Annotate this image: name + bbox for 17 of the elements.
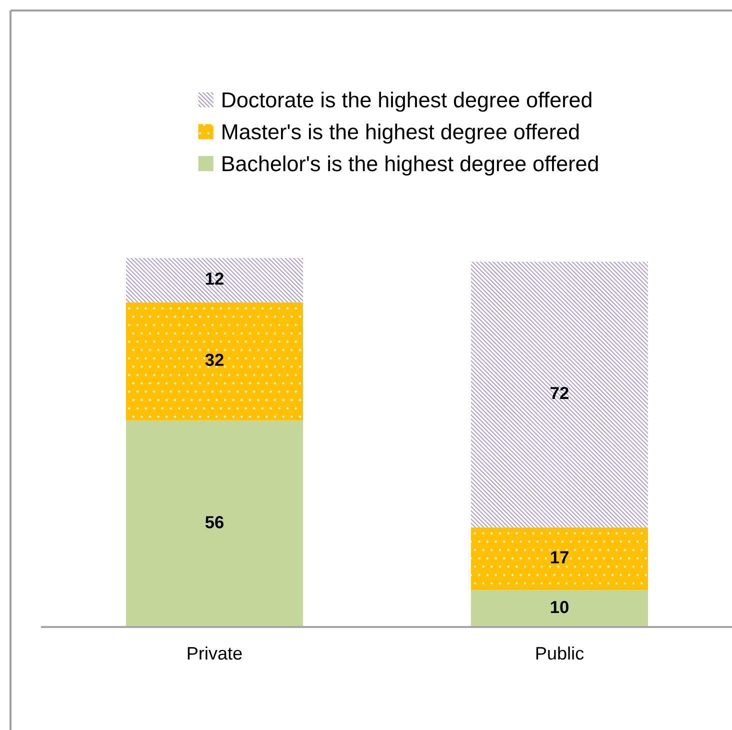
legend-label: Doctorate is the highest degree offered [222,92,592,112]
bar [126,420,303,627]
data-label: 12 [206,272,224,285]
bar [126,302,303,420]
bar [471,590,648,627]
data-label: 17 [550,551,568,564]
x-tick-label: Public [536,646,584,660]
data-label: 32 [205,354,224,366]
data-label: 10 [550,600,568,614]
legend-label: Master's is the highest degree offered [222,124,579,144]
bar [471,262,648,528]
bar [126,258,303,302]
legend-label: Bachelor's is the highest degree offered [222,156,598,176]
bar [471,527,648,590]
x-tick-label: Private [188,646,242,660]
data-label: 72 [550,386,568,400]
data-label: 56 [205,516,224,528]
